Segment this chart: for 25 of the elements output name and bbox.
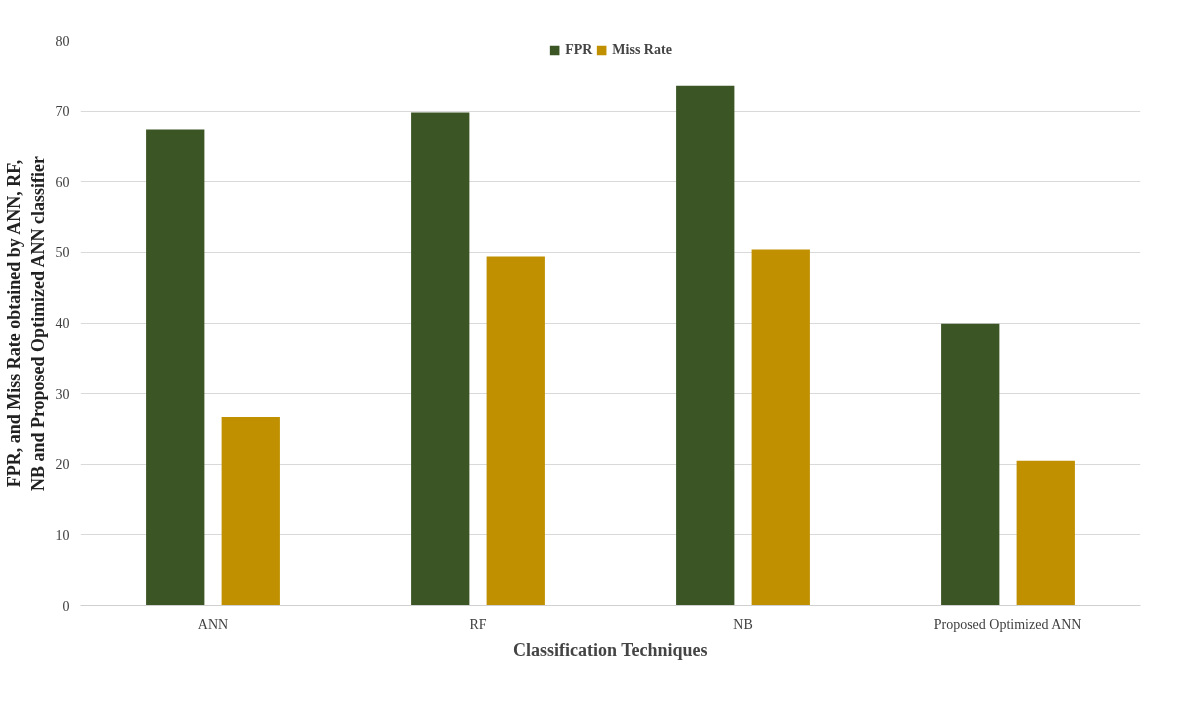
x-tick-label: RF — [469, 616, 487, 632]
legend-label: FPR — [565, 42, 593, 58]
y-tick-label: 40 — [55, 316, 70, 331]
bar — [221, 416, 280, 606]
y-tick-label: 30 — [55, 386, 70, 402]
bar — [941, 323, 1000, 606]
bar — [676, 85, 735, 606]
bar — [411, 112, 470, 606]
legend-label: Miss Rate — [612, 42, 672, 58]
x-tick-label: NB — [733, 616, 753, 632]
bar — [1016, 460, 1075, 606]
y-tick-label: 10 — [55, 527, 70, 543]
x-axis-title: Classification Techniques — [513, 639, 708, 660]
y-tick-label: 50 — [55, 245, 70, 261]
y-tick-label: 20 — [55, 457, 70, 473]
y-axis-title: FPR, and Miss Rate obtained by ANN, RF, NB and Proposed Optimized ANN classifier — [3, 155, 48, 492]
x-tick-label: Proposed Optimized ANN — [933, 616, 1082, 632]
bar — [146, 129, 205, 606]
y-tick-label: 60 — [55, 174, 70, 190]
bar — [486, 256, 545, 606]
x-tick-label: ANN — [197, 616, 229, 632]
bar — [751, 249, 810, 606]
y-tick-label: 70 — [55, 104, 70, 120]
y-tick-label: 80 — [55, 33, 70, 49]
y-tick-label: 0 — [62, 598, 70, 614]
